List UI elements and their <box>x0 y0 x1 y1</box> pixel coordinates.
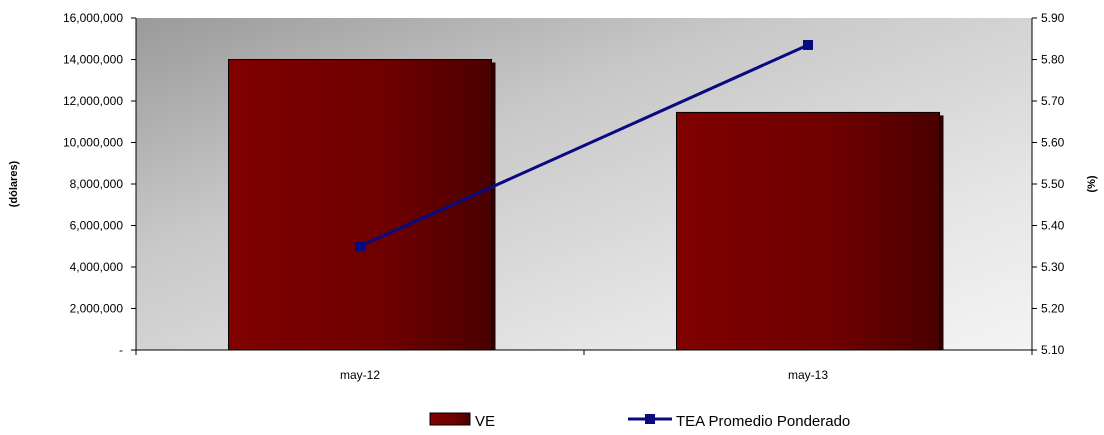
right-tick-label: 5.70 <box>1041 94 1065 108</box>
left-tick-label: 16,000,000 <box>63 11 123 25</box>
left-tick-label: 10,000,000 <box>63 136 123 150</box>
legend-swatch-tea-marker <box>645 414 655 424</box>
bar-may-12 <box>228 59 492 351</box>
legend-label-tea: TEA Promedio Ponderado <box>676 413 850 430</box>
labels-layer: - 2,000,000 4,000,000 6,000,000 8,000,000 10,… <box>8 11 1098 382</box>
legend-label-ve: VE <box>475 413 495 430</box>
line-layer <box>355 39 813 252</box>
left-axis-title: (dólares) <box>8 160 20 207</box>
right-tick-label: 5.40 <box>1041 219 1065 233</box>
left-tick-label: 4,000,000 <box>70 260 124 274</box>
right-tick-label: 5.80 <box>1041 53 1065 67</box>
line-point-may-12 <box>355 241 365 252</box>
bar-may-13 <box>676 111 940 351</box>
right-tick-label: 5.20 <box>1041 302 1065 316</box>
axes-layer <box>131 17 1037 355</box>
left-tick-label: - <box>119 343 123 357</box>
x-tick-label: may-12 <box>340 368 380 382</box>
left-tick-label: 6,000,000 <box>70 219 124 233</box>
left-tick-label: 2,000,000 <box>70 302 124 316</box>
right-tick-label: 5.30 <box>1041 260 1065 274</box>
legend-swatch-ve <box>429 412 471 426</box>
x-tick-label: may-13 <box>788 368 828 382</box>
line-tea-promedio <box>359 43 809 248</box>
left-tick-label: 8,000,000 <box>70 177 124 191</box>
right-tick-label: 5.90 <box>1041 11 1065 25</box>
line-point-may-13 <box>803 39 813 50</box>
right-tick-label: 5.50 <box>1041 177 1065 191</box>
legend: VE TEA Promedio Ponderado <box>429 412 850 430</box>
right-tick-label: 5.10 <box>1041 343 1065 357</box>
right-tick-label: 5.60 <box>1041 136 1065 150</box>
left-tick-label: 14,000,000 <box>63 53 123 67</box>
left-tick-label: 12,000,000 <box>63 94 123 108</box>
right-axis-title: (%) <box>1086 175 1098 192</box>
